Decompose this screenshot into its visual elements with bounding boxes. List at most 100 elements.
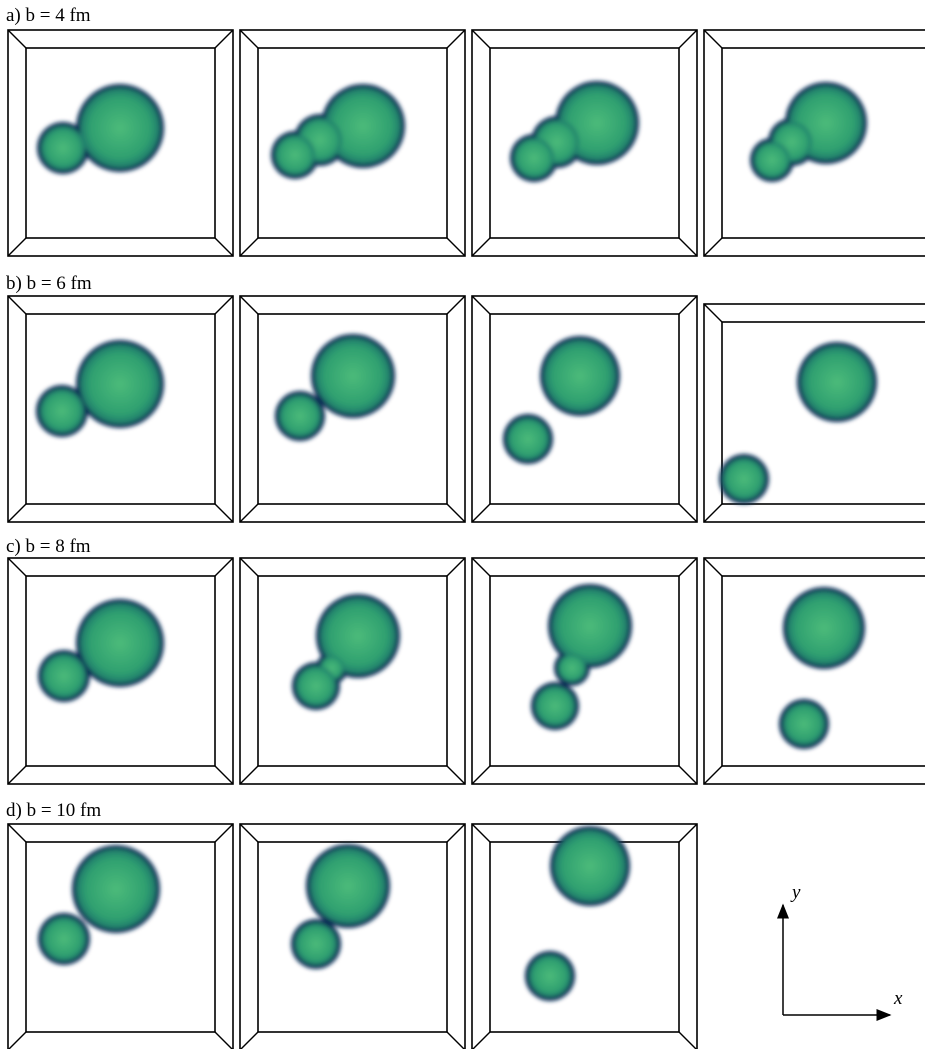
frame-edge <box>240 824 258 842</box>
snapshot-panel <box>8 824 233 1049</box>
frame-edge <box>704 30 722 48</box>
snapshot-panel <box>472 30 697 256</box>
frame-edge <box>8 238 26 256</box>
frame-edge <box>447 504 465 522</box>
frame-edge <box>240 238 258 256</box>
blob-core <box>783 703 825 745</box>
density-blob <box>779 587 865 749</box>
frame-edge <box>447 766 465 784</box>
frame-edge <box>704 504 722 522</box>
density-blob <box>275 334 395 441</box>
density-blob <box>531 584 632 730</box>
snapshot-panel <box>8 296 233 522</box>
snapshot-panel <box>8 30 233 256</box>
density-blob <box>38 599 164 702</box>
frame-edge <box>679 504 697 522</box>
frame-edge <box>704 238 722 256</box>
frame-edge <box>8 1032 26 1049</box>
blob-core <box>275 135 315 175</box>
figure: a) b = 4 fmb) b = 6 fmc) b = 8 fmd) b = … <box>0 0 925 1049</box>
frame-edge <box>447 1032 465 1049</box>
frame-edge <box>679 558 697 576</box>
blob-core <box>552 588 628 664</box>
snapshot-panel <box>472 558 697 784</box>
blob-core <box>535 686 575 726</box>
panels: a) b = 4 fmb) b = 6 fmc) b = 8 fmd) b = … <box>6 5 925 1049</box>
snapshot-panel <box>472 296 697 522</box>
frame-edge <box>472 238 490 256</box>
frame-edge <box>447 238 465 256</box>
frame-edge <box>447 824 465 842</box>
frame-edge <box>679 766 697 784</box>
density-blob <box>38 845 160 965</box>
density-blob <box>510 81 639 182</box>
frame-edge <box>215 238 233 256</box>
blob-core <box>787 591 861 665</box>
blob-core <box>507 418 549 460</box>
frame-edge <box>215 296 233 314</box>
x-axis-label: x <box>893 988 903 1009</box>
frame-edge <box>679 30 697 48</box>
blob-core <box>40 389 84 433</box>
row-label: d) b = 10 fm <box>6 800 101 821</box>
density-blob <box>271 84 405 179</box>
frame-edge <box>8 824 26 842</box>
snapshot-panel <box>240 558 465 784</box>
density-blob <box>750 82 867 182</box>
blob-core <box>80 88 160 168</box>
blob-core <box>80 603 160 683</box>
row-label: c) b = 8 fm <box>6 536 91 557</box>
density-blob <box>291 844 390 969</box>
frame-edge <box>679 824 697 842</box>
axis-indicator: y x <box>783 882 903 1015</box>
frame-edge <box>472 296 490 314</box>
frame-edge <box>8 504 26 522</box>
blob-core <box>295 923 337 965</box>
frame-edge <box>472 504 490 522</box>
blob-core <box>801 346 873 418</box>
density-blob <box>503 336 620 464</box>
frame-edge <box>240 558 258 576</box>
frame-edge <box>704 558 722 576</box>
density-blob <box>36 340 164 437</box>
density-blob <box>37 84 164 174</box>
frame-edge <box>472 558 490 576</box>
blob-core <box>554 830 626 902</box>
frame-edge <box>447 30 465 48</box>
snapshot-panel <box>8 558 233 784</box>
y-axis-label: y <box>790 882 801 903</box>
frame-edge <box>679 238 697 256</box>
frame-edge <box>215 30 233 48</box>
snapshot-panel <box>704 558 925 784</box>
blob-core <box>42 917 86 961</box>
frame-edge <box>215 1032 233 1049</box>
blob-core <box>315 338 391 414</box>
frame-edge <box>215 824 233 842</box>
frame-edge <box>679 296 697 314</box>
snapshot-panel <box>240 30 465 256</box>
frame-edge <box>215 504 233 522</box>
blob-core <box>41 126 85 170</box>
blob-core <box>529 955 571 997</box>
frame-edge <box>447 296 465 314</box>
blob-core <box>296 666 336 706</box>
blob-core <box>80 344 160 424</box>
frame-edge <box>8 30 26 48</box>
frame-edge <box>472 1032 490 1049</box>
blob-core <box>279 395 321 437</box>
frame-edge <box>240 30 258 48</box>
density-blob <box>525 826 630 1001</box>
frame-edge <box>679 1032 697 1049</box>
row-label: a) b = 4 fm <box>6 5 91 26</box>
frame-edge <box>240 504 258 522</box>
frame-edge <box>215 558 233 576</box>
frame-edge <box>240 296 258 314</box>
blob-core <box>558 654 586 682</box>
frame-edge <box>447 558 465 576</box>
frame-edge <box>8 558 26 576</box>
snapshot-panel <box>240 296 465 522</box>
snapshot-panel <box>240 824 465 1049</box>
blob-core <box>754 142 790 178</box>
density-blob <box>292 594 400 710</box>
frame-edge <box>240 1032 258 1049</box>
